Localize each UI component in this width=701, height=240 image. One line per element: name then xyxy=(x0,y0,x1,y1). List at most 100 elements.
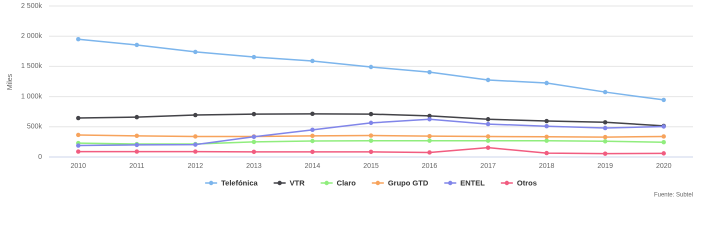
data-point xyxy=(251,54,257,60)
data-point xyxy=(485,134,491,139)
data-point xyxy=(427,150,432,155)
legend-item[interactable]: Claro xyxy=(320,178,357,187)
x-tick-label: 2018 xyxy=(539,163,555,170)
y-tick-label: 1 500k xyxy=(21,63,43,70)
series-line xyxy=(78,38,664,101)
x-tick-label: 2013 xyxy=(246,163,262,170)
data-point xyxy=(368,64,374,70)
x-tick-label: 2010 xyxy=(70,163,86,170)
x-tick-label: 2012 xyxy=(188,163,204,170)
data-point xyxy=(485,77,491,83)
x-tick-label: 2011 xyxy=(129,163,144,170)
data-point xyxy=(368,120,374,126)
data-point xyxy=(310,127,315,133)
data-point xyxy=(193,149,198,154)
y-tick-label: 2 500k xyxy=(21,3,43,10)
data-point xyxy=(485,117,491,122)
x-tick-label: 2015 xyxy=(363,163,379,170)
data-point xyxy=(544,123,549,129)
legend-symbol xyxy=(504,180,510,186)
data-point xyxy=(310,138,315,144)
chart: Miles Fuente: Subtel 0 500k 1 000k 1 500k 2 … xyxy=(7,3,693,199)
y-axis-title: Miles xyxy=(7,73,14,90)
legend-label: VTR xyxy=(290,178,306,187)
data-point xyxy=(368,111,374,117)
data-point xyxy=(544,80,549,86)
data-point xyxy=(661,134,666,139)
data-point xyxy=(251,139,257,145)
y-tick-label: 2 000k xyxy=(21,33,43,40)
data-point xyxy=(193,134,198,139)
data-point xyxy=(76,132,81,138)
source-note: Fuente: Subtel xyxy=(654,193,693,199)
data-point xyxy=(368,133,374,138)
data-point xyxy=(310,133,315,139)
legend-item[interactable]: Grupo GTD xyxy=(371,178,429,187)
data-point xyxy=(368,138,374,143)
legend-symbol xyxy=(208,180,214,186)
data-point xyxy=(427,69,432,75)
data-point xyxy=(602,139,608,144)
data-point xyxy=(134,114,140,120)
data-point xyxy=(427,138,432,143)
data-point xyxy=(661,151,666,156)
data-point xyxy=(76,143,81,148)
data-point xyxy=(485,145,491,150)
legend-label: Grupo GTD xyxy=(388,178,429,187)
data-point xyxy=(193,142,198,147)
y-tick-label: 1 000k xyxy=(21,93,43,100)
legend-symbol xyxy=(375,180,381,186)
y-tick-label: 0 xyxy=(38,154,42,161)
legend-label: Otros xyxy=(517,178,537,187)
data-point xyxy=(310,149,315,155)
legend-symbol xyxy=(448,180,453,186)
x-tick-label: 2016 xyxy=(422,163,438,170)
data-point xyxy=(427,117,432,122)
data-point xyxy=(134,142,140,148)
data-point xyxy=(134,42,140,48)
data-point xyxy=(602,89,608,95)
page: {"chart_data": {"type": "line", "y_label… xyxy=(6,2,693,199)
x-tick-label: 2014 xyxy=(305,163,321,170)
x-tick-label: 2017 xyxy=(480,163,496,170)
legend-symbol xyxy=(277,180,282,186)
data-point xyxy=(544,118,549,124)
data-point xyxy=(602,125,608,131)
data-point xyxy=(427,133,432,139)
legend-item[interactable]: Otros xyxy=(500,178,537,187)
legend-item[interactable]: VTR xyxy=(273,178,306,187)
data-point xyxy=(661,124,666,129)
data-point xyxy=(310,58,315,64)
legend-symbol xyxy=(324,180,329,186)
data-point xyxy=(427,113,432,119)
legend-item[interactable]: Telefónica xyxy=(205,178,258,187)
data-point xyxy=(661,140,666,145)
data-point xyxy=(544,150,549,156)
data-point xyxy=(602,134,608,140)
data-point xyxy=(485,121,491,127)
data-point xyxy=(251,134,257,139)
data-point xyxy=(193,112,198,118)
data-point xyxy=(76,115,81,121)
data-point xyxy=(544,134,549,139)
legend: Telefónica VTR Claro Grupo GTD ENTEL Otros xyxy=(205,178,537,187)
data-point xyxy=(602,120,608,125)
data-point xyxy=(485,138,491,143)
legend-item[interactable]: ENTEL xyxy=(444,178,485,187)
legend-label: ENTEL xyxy=(460,178,485,187)
data-point xyxy=(134,149,140,154)
x-tick-label: 2019 xyxy=(597,163,613,170)
data-point xyxy=(310,111,315,117)
data-point xyxy=(193,49,198,55)
x-tick-label: 2020 xyxy=(656,163,672,170)
data-point xyxy=(251,149,257,155)
data-point xyxy=(251,111,257,117)
legend-label: Telefónica xyxy=(221,178,258,187)
data-point xyxy=(76,37,81,42)
data-point xyxy=(76,149,81,154)
data-point xyxy=(661,97,666,103)
data-point xyxy=(602,151,608,156)
data-point xyxy=(134,133,140,139)
legend-label: Claro xyxy=(337,178,357,187)
data-point xyxy=(368,149,374,155)
